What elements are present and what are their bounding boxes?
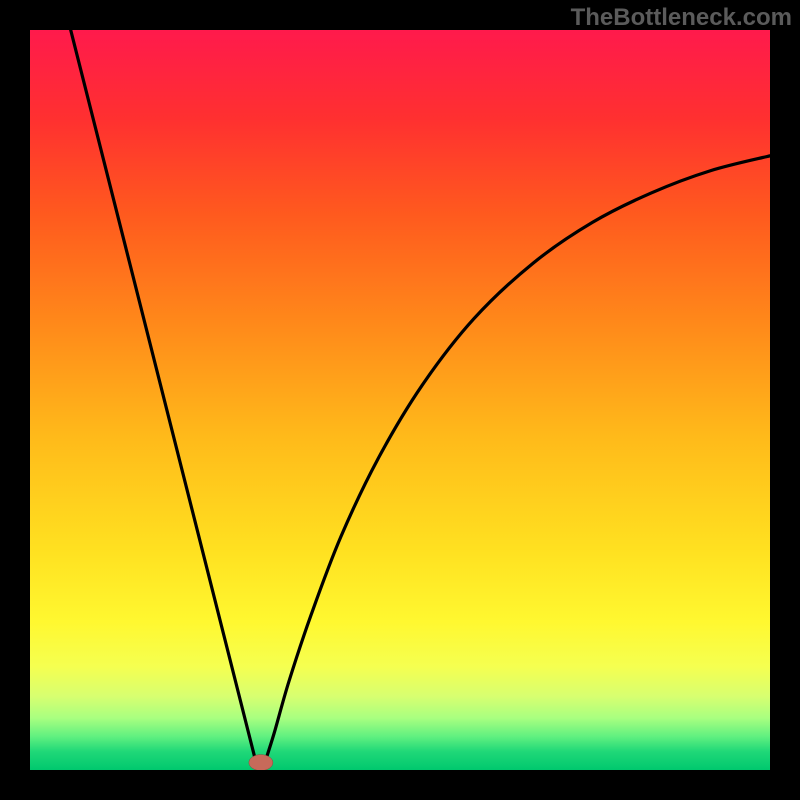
bottleneck-chart (0, 0, 800, 800)
watermark-text: TheBottleneck.com (571, 4, 792, 32)
bottleneck-marker (249, 755, 273, 771)
gradient-background (30, 30, 770, 770)
